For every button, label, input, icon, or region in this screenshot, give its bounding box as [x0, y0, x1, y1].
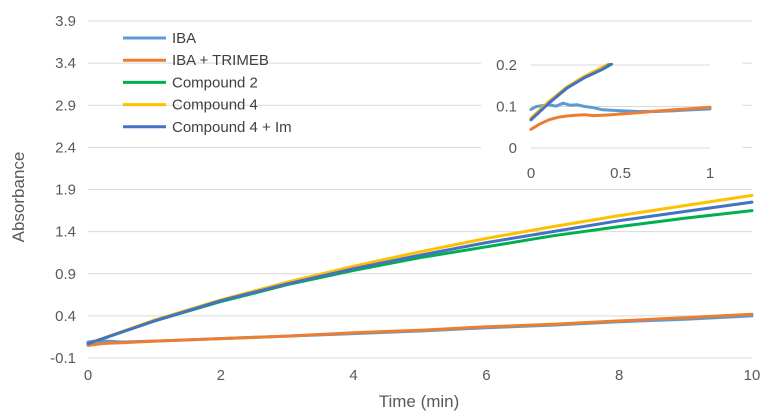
- x-tick-label: 6: [482, 367, 490, 384]
- x-tick-label: 8: [615, 367, 623, 384]
- series-line: [86, 209, 754, 346]
- inset-y-tick-label: 0.1: [496, 99, 517, 116]
- legend-label: Compound 4 + Im: [172, 119, 292, 136]
- inset-series-lines: [529, 63, 712, 131]
- legend-label: IBA: [172, 30, 196, 47]
- y-axis-title: Absorbance: [9, 152, 28, 243]
- inset-background: [481, 55, 742, 188]
- y-tick-label: 3.9: [55, 13, 76, 30]
- y-tick-label: 1.9: [55, 182, 76, 199]
- gridlines: [88, 20, 752, 359]
- x-tick-labels: 0 2 4 6 8 10: [84, 367, 761, 384]
- legend-label: Compound 4: [172, 97, 258, 114]
- series-line: [86, 312, 754, 347]
- legend-label: Compound 2: [172, 74, 258, 91]
- inset-series-line: [529, 105, 712, 131]
- y-tick-label: 1.4: [55, 224, 76, 241]
- y-tick-label: 2.4: [55, 139, 76, 156]
- series-line: [86, 200, 754, 346]
- inset-x-tick-label: 0: [527, 165, 535, 182]
- x-axis-title: Time (min): [379, 392, 460, 411]
- legend: IBA IBA + TRIMEB Compound 2 Compound 4 Compo…: [123, 30, 292, 136]
- x-tick-label: 10: [744, 367, 761, 384]
- x-tick-label: 0: [84, 367, 92, 384]
- legend-label: IBA + TRIMEB: [172, 52, 269, 69]
- y-tick-label: 2.9: [55, 97, 76, 114]
- inset-chart: 0 0.1 0.2 0 0.5 1: [481, 55, 742, 188]
- y-tick-label: 0.4: [55, 308, 76, 325]
- inset-x-tick-label: 0.5: [610, 165, 631, 182]
- inset-y-tick-label: 0.2: [496, 57, 517, 74]
- inset-x-tick-label: 1: [706, 165, 714, 182]
- series-lines: [86, 193, 754, 347]
- inset-series-line: [529, 63, 613, 122]
- x-tick-label: 4: [349, 367, 357, 384]
- inset-y-tick-label: 0: [509, 140, 517, 157]
- y-tick-label: -0.1: [50, 350, 76, 367]
- y-tick-label: 0.9: [55, 266, 76, 283]
- y-tick-label: 3.4: [55, 55, 76, 72]
- y-tick-labels: -0.1 0.4 0.9 1.4 1.9 2.4 2.9 3.4 3.9: [50, 13, 76, 367]
- x-tick-label: 2: [217, 367, 225, 384]
